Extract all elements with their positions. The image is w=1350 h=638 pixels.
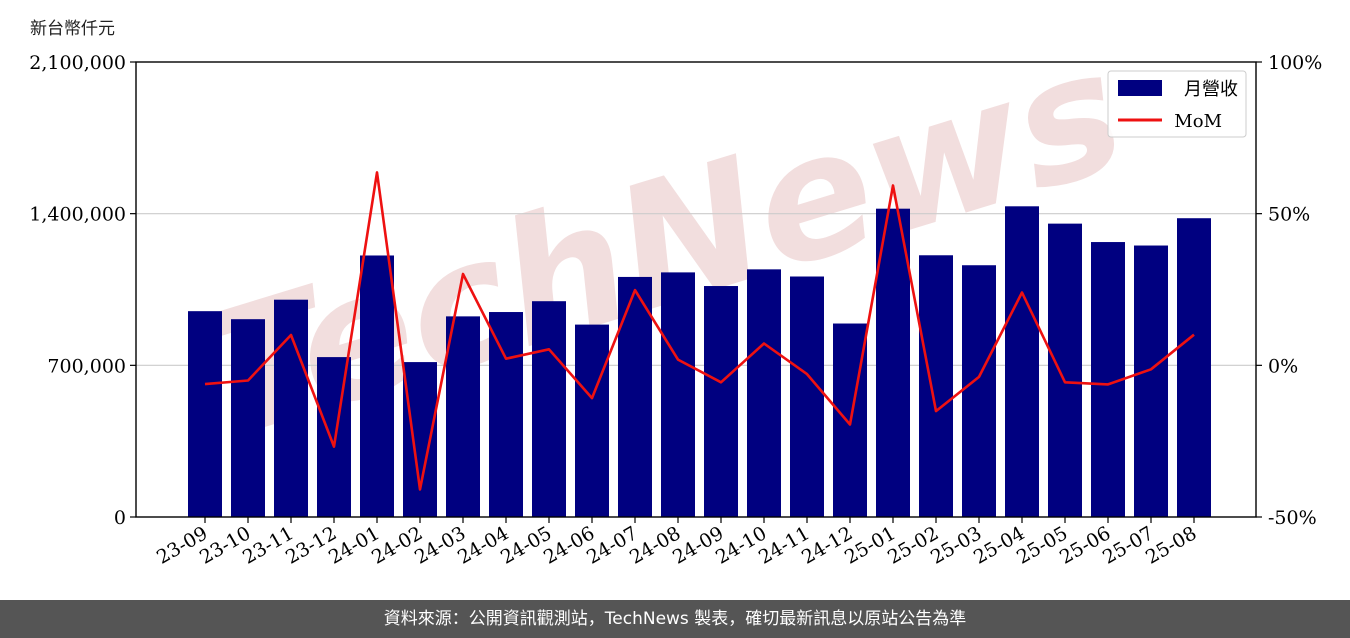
bar-25-01	[876, 208, 910, 517]
bar-24-07	[618, 276, 652, 517]
x-axis: 23-0923-1023-1123-1224-0124-0224-0324-04…	[153, 517, 1201, 569]
bar-25-05	[1048, 223, 1082, 517]
left-tick-label: 2,100,000	[29, 52, 126, 74]
bar-24-04	[489, 312, 523, 517]
bar-24-05	[532, 301, 566, 517]
mom-line	[204, 171, 1195, 491]
bar-24-03	[446, 316, 480, 517]
bar-24-08	[661, 272, 695, 517]
left-tick-label: 0	[114, 507, 126, 529]
bar-24-01	[360, 255, 394, 517]
right-axis: -50% 0% 50% 100%	[1256, 52, 1322, 529]
bar-23-10	[231, 319, 265, 517]
line-series	[204, 171, 1195, 491]
bar-25-08	[1177, 218, 1211, 517]
bar-25-03	[962, 265, 996, 517]
bar-24-02	[403, 362, 437, 517]
source-footer: 資料來源：公開資訊觀測站，TechNews 製表，確切最新訊息以原站公告為準	[0, 600, 1350, 638]
legend-line-label: MoM	[1174, 111, 1222, 132]
right-tick-label: 0%	[1268, 355, 1298, 377]
right-tick-label: 50%	[1268, 204, 1310, 226]
bar-24-10	[747, 269, 781, 517]
left-tick-label: 1,400,000	[29, 204, 126, 226]
bar-23-09	[188, 311, 222, 517]
bar-23-12	[317, 357, 351, 517]
bar-25-04	[1005, 206, 1039, 518]
bar-24-06	[575, 324, 609, 517]
bar-23-11	[274, 299, 308, 517]
right-tick-label: -50%	[1268, 507, 1317, 529]
y-axis-unit-label: 新台幣仟元	[30, 19, 115, 39]
left-tick-label: 700,000	[47, 355, 126, 377]
plot-frame	[135, 61, 1257, 518]
legend: 月營收 MoM	[1107, 70, 1247, 138]
left-axis: 0 700,000 1,400,000 2,100,000	[29, 52, 136, 529]
bar-25-02	[919, 255, 953, 517]
bar-24-11	[790, 276, 824, 517]
bar-24-09	[704, 286, 738, 517]
right-tick-label: 100%	[1268, 52, 1322, 74]
x-tick-label: 25-08	[1142, 522, 1200, 568]
legend-bar-swatch	[1118, 80, 1162, 96]
legend-bar-label: 月營收	[1184, 79, 1238, 100]
bar-25-07	[1134, 245, 1168, 517]
